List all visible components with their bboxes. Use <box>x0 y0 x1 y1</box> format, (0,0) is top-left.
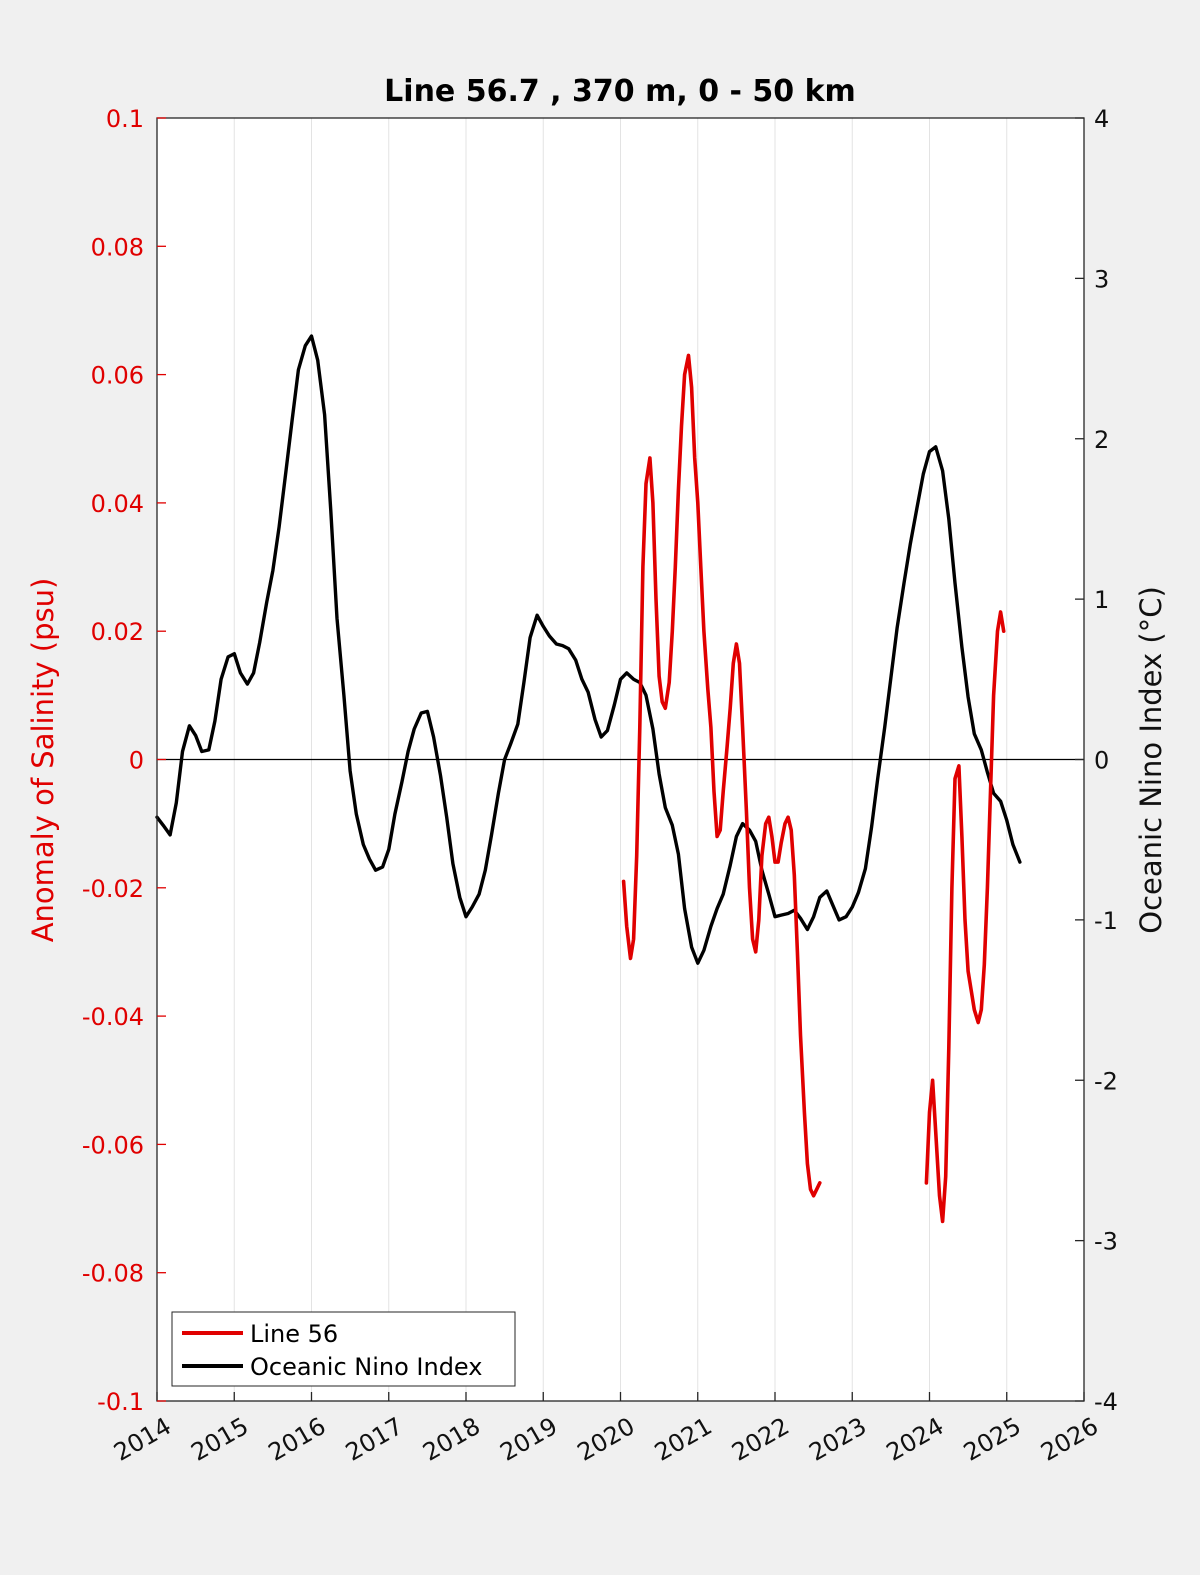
legend-label-oni: Oceanic Nino Index <box>250 1353 482 1381</box>
chart-title: Line 56.7 , 370 m, 0 - 50 km <box>384 74 856 109</box>
y-left-tick-label-0-1: -0.1 <box>97 1388 144 1416</box>
y-axis-label-left: Anomaly of Salinity (psu) <box>26 578 60 943</box>
y-left-tick-label-0: 0 <box>129 747 144 775</box>
y-left-tick-label-0-1: 0.1 <box>106 105 144 133</box>
series-line-line-56-segment-2 <box>924 610 1006 1224</box>
series-layer <box>155 334 1022 1224</box>
y-left-tick-label-0-02: -0.02 <box>82 875 144 903</box>
series-line-oceanic-nino-index <box>155 334 1022 965</box>
y-right-tick-label-1: 1 <box>1094 586 1109 614</box>
y-right-tick-label-2: 2 <box>1094 426 1109 454</box>
y-right-tick-label-4: 4 <box>1094 105 1109 133</box>
legend: Line 56 Oceanic Nino Index <box>171 1311 516 1387</box>
y-right-tick-label-3: 3 <box>1094 265 1109 293</box>
y-left-tick-label-0-08: -0.08 <box>82 1260 144 1288</box>
y-left-tick-label-0-06: 0.06 <box>91 362 144 390</box>
y-left-tick-label-0-04: -0.04 <box>82 1003 144 1031</box>
axis-ticks <box>156 117 1085 1402</box>
y-axis-label-right: Oceanic Nino Index (°C) <box>1134 586 1168 934</box>
y-right-tick-label-2: -2 <box>1094 1067 1118 1095</box>
y-right-tick-label-1: -1 <box>1094 907 1118 935</box>
legend-box <box>171 1311 516 1387</box>
y-left-tick-label-0-02: 0.02 <box>91 618 144 646</box>
y-right-tick-label-0: 0 <box>1094 747 1109 775</box>
y-left-tick-label-0-06: -0.06 <box>82 1131 144 1159</box>
legend-label-line-56: Line 56 <box>250 1320 338 1348</box>
y-right-tick-label-4: -4 <box>1094 1388 1118 1416</box>
series-line-line-56-segment-1 <box>621 353 822 1198</box>
y-left-tick-label-0-08: 0.08 <box>91 233 144 261</box>
y-right-tick-label-3: -3 <box>1094 1228 1118 1256</box>
y-left-tick-label-0-04: 0.04 <box>91 490 144 518</box>
